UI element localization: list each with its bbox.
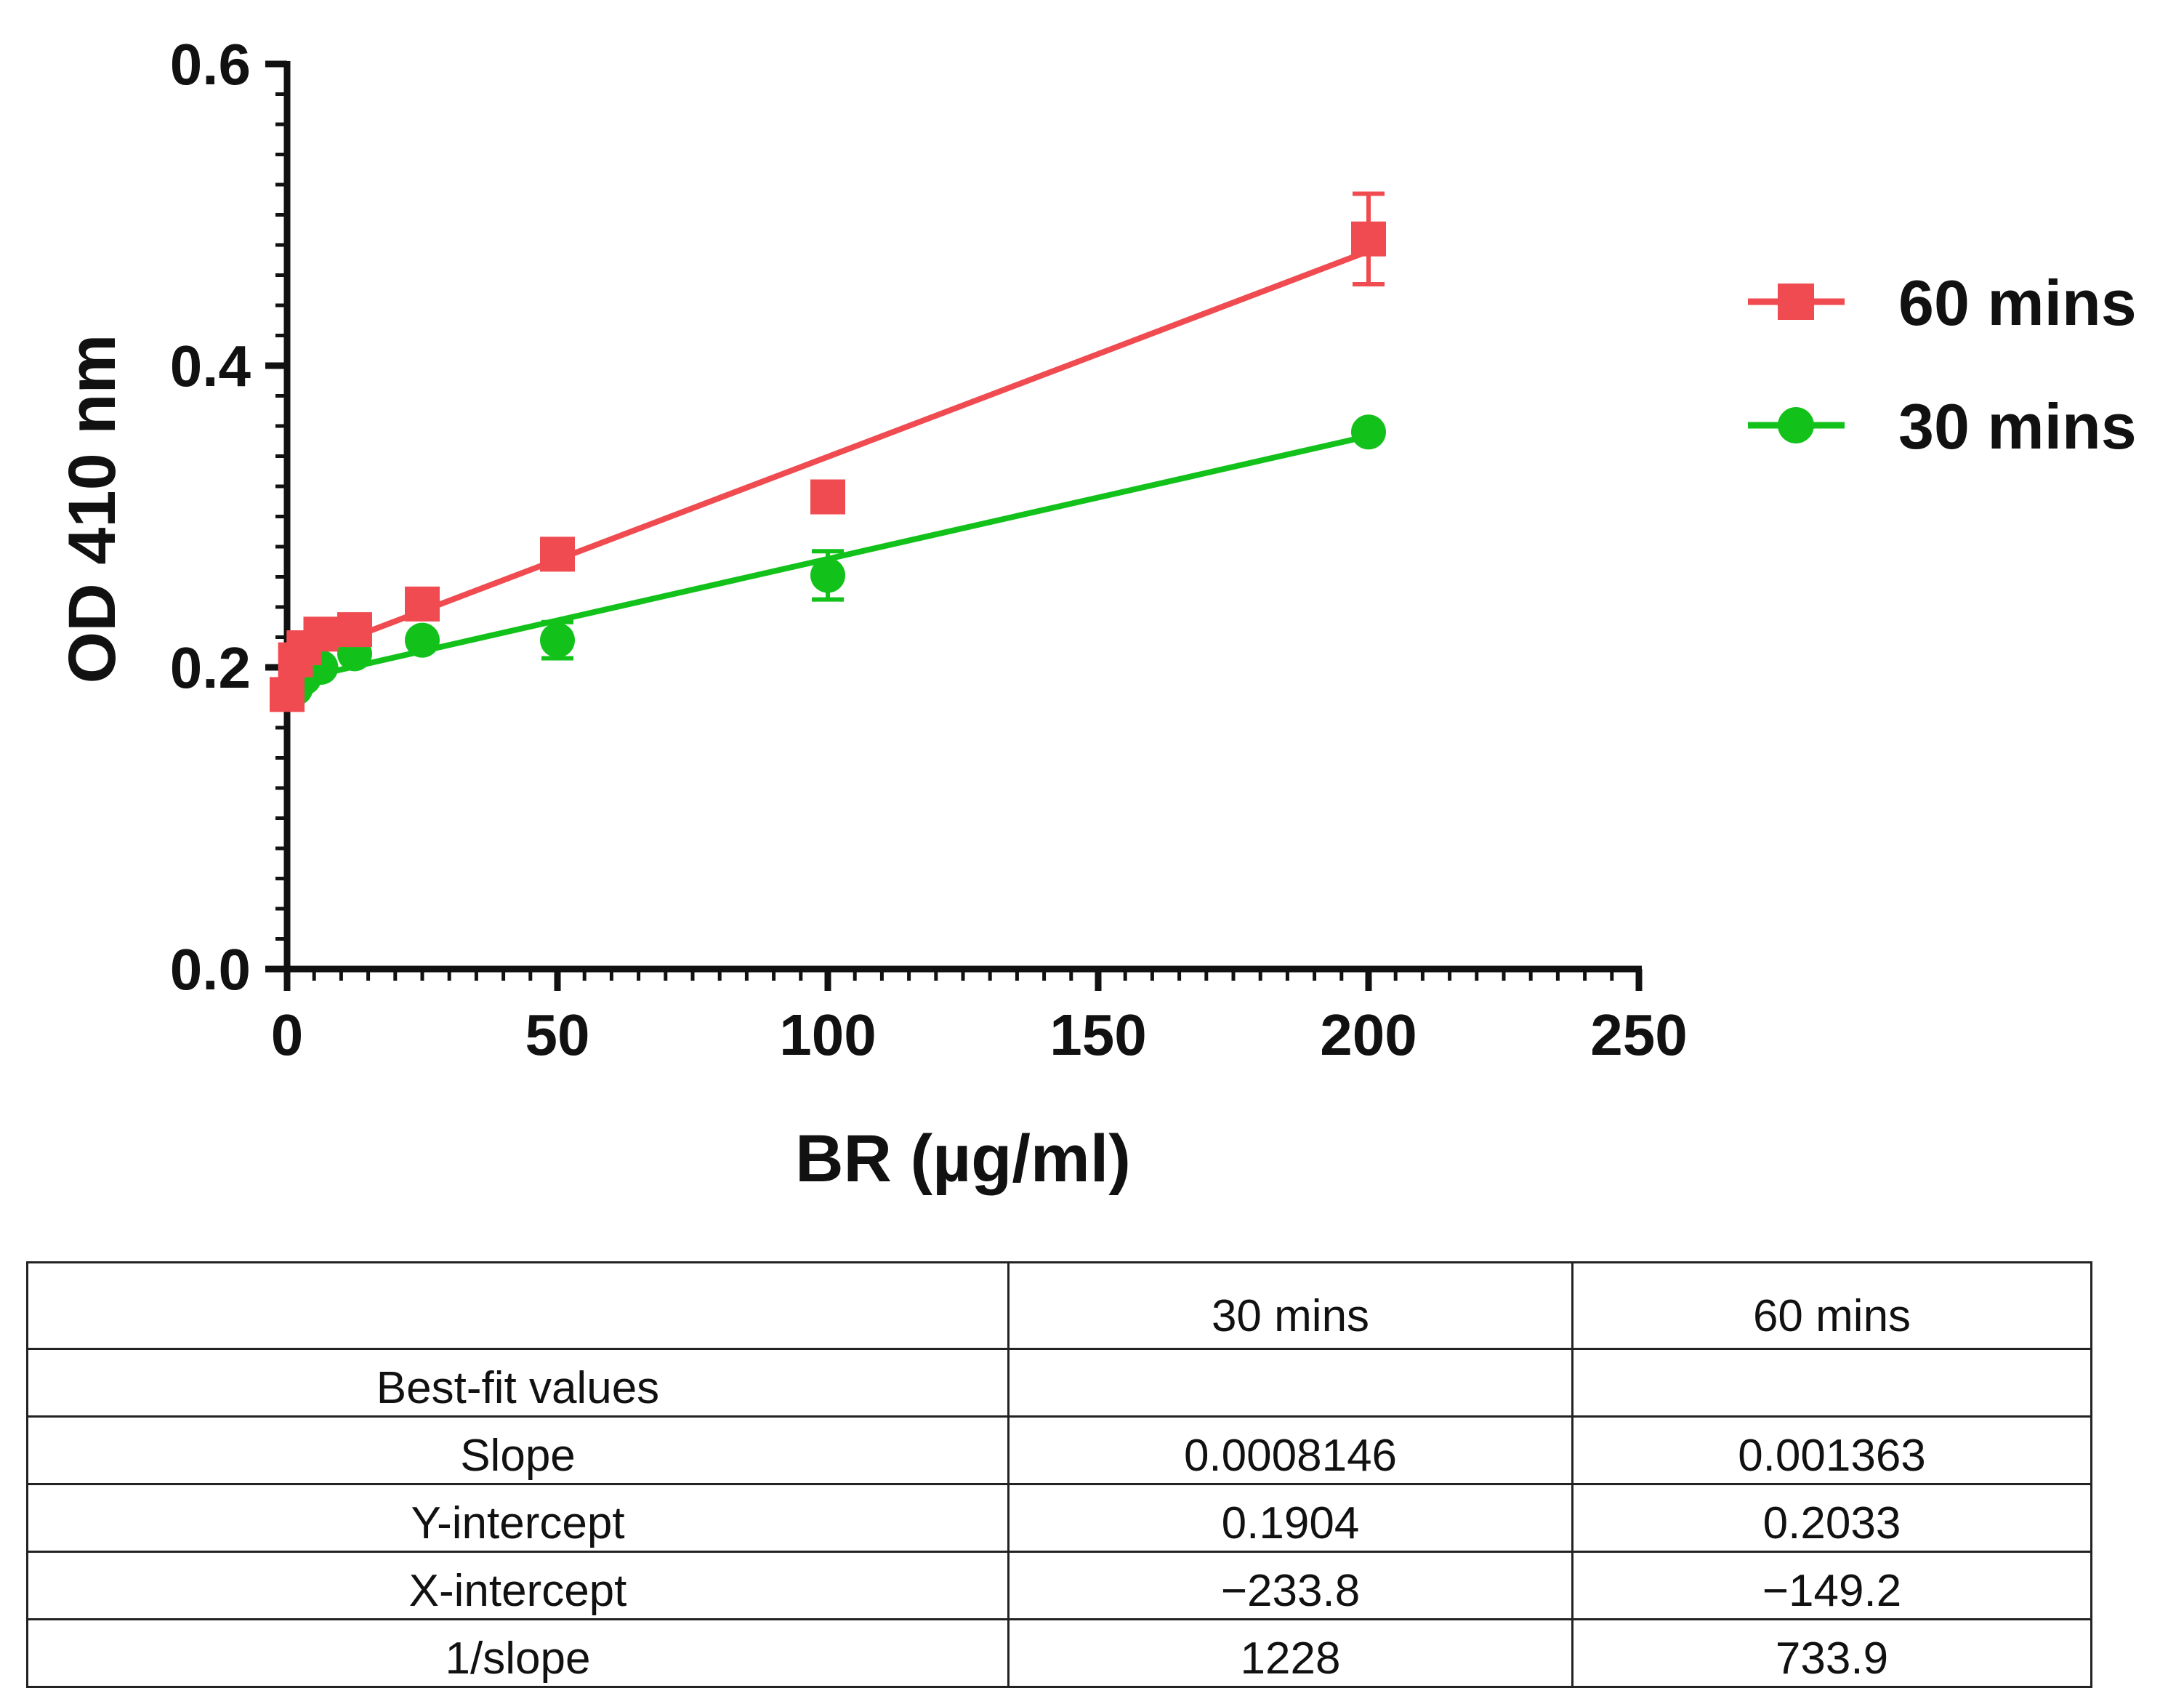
table-cell: 0.001363 — [1571, 1415, 2092, 1485]
table-cell — [1571, 1348, 2092, 1418]
table-row: Y-intercept 0.1904 0.2033 — [26, 1483, 2092, 1553]
table-cell: 0.2033 — [1571, 1483, 2092, 1553]
data-point — [540, 536, 575, 572]
legend-label: 30 mins — [1898, 390, 2137, 462]
table-row: 1/slope 1228 733.9 — [26, 1618, 2092, 1688]
x-tick-label: 150 — [1049, 1002, 1146, 1067]
y-tick-label: 0.4 — [170, 334, 251, 398]
table-cell — [1007, 1348, 1573, 1418]
table-cell: 1228 — [1007, 1618, 1573, 1688]
table-header-cell: 30 mins — [1007, 1261, 1573, 1350]
data-point — [303, 616, 339, 652]
data-point — [405, 586, 440, 622]
table-header-cell — [26, 1261, 1010, 1350]
table-cell: −149.2 — [1571, 1551, 2092, 1620]
x-tick-label: 0 — [271, 1002, 304, 1067]
x-tick-label: 200 — [1320, 1002, 1417, 1067]
fit-lines — [286, 248, 1370, 685]
data-point — [810, 558, 845, 593]
axes-group: 0.0 0.2 0.4 0.6 0 50 100 150 200 250 — [170, 32, 1688, 1067]
error-bars — [406, 191, 1385, 661]
data-point — [810, 479, 845, 515]
legend-marker — [1778, 407, 1814, 443]
y-axis-title: OD 410 nm — [55, 334, 129, 684]
table-cell: 0.0008146 — [1007, 1415, 1573, 1485]
x-tick-label: 50 — [525, 1002, 590, 1067]
table-row: Best-fit values — [26, 1348, 2092, 1418]
legend: 60 mins 30 mins — [1748, 267, 2137, 462]
y-tick-label: 0.2 — [170, 635, 251, 700]
y-tick-label: 0.0 — [170, 937, 251, 1002]
table-row: X-intercept −233.8 −149.2 — [26, 1551, 2092, 1620]
table-cell: X-intercept — [26, 1551, 1010, 1620]
table-cell: Y-intercept — [26, 1483, 1010, 1553]
table-cell: 1/slope — [26, 1618, 1010, 1688]
x-tick-label: 100 — [779, 1002, 876, 1067]
fit-line-60-mins — [286, 248, 1370, 665]
data-point — [1351, 221, 1386, 257]
chart: 0.0 0.2 0.4 0.6 0 50 100 150 200 250 60 mins 30 mi… — [55, 32, 2137, 1196]
data-point — [1351, 414, 1386, 450]
legend-marker — [1778, 284, 1814, 320]
x-tick-label: 250 — [1590, 1002, 1687, 1067]
table-cell: −233.8 — [1007, 1551, 1573, 1620]
table-header-cell: 60 mins — [1571, 1261, 2092, 1350]
y-tick-label: 0.6 — [170, 32, 251, 97]
data-point — [337, 612, 372, 648]
table-cell: 733.9 — [1571, 1618, 2092, 1688]
best-fit-table: 30 mins 60 mins Best-fit values Slope 0.… — [26, 1261, 2092, 1688]
legend-label: 60 mins — [1898, 267, 2137, 339]
table-cell: 0.1904 — [1007, 1483, 1573, 1553]
x-axis-title: BR (µg/ml) — [795, 1122, 1131, 1196]
table-header-row: 30 mins 60 mins — [26, 1261, 2092, 1350]
data-point — [270, 677, 305, 712]
data-point — [405, 622, 440, 658]
table-cell: Best-fit values — [26, 1348, 1010, 1418]
table-cell: Slope — [26, 1415, 1010, 1485]
data-markers — [270, 221, 1386, 712]
data-point — [540, 622, 575, 658]
table-row: Slope 0.0008146 0.001363 — [26, 1415, 2092, 1485]
